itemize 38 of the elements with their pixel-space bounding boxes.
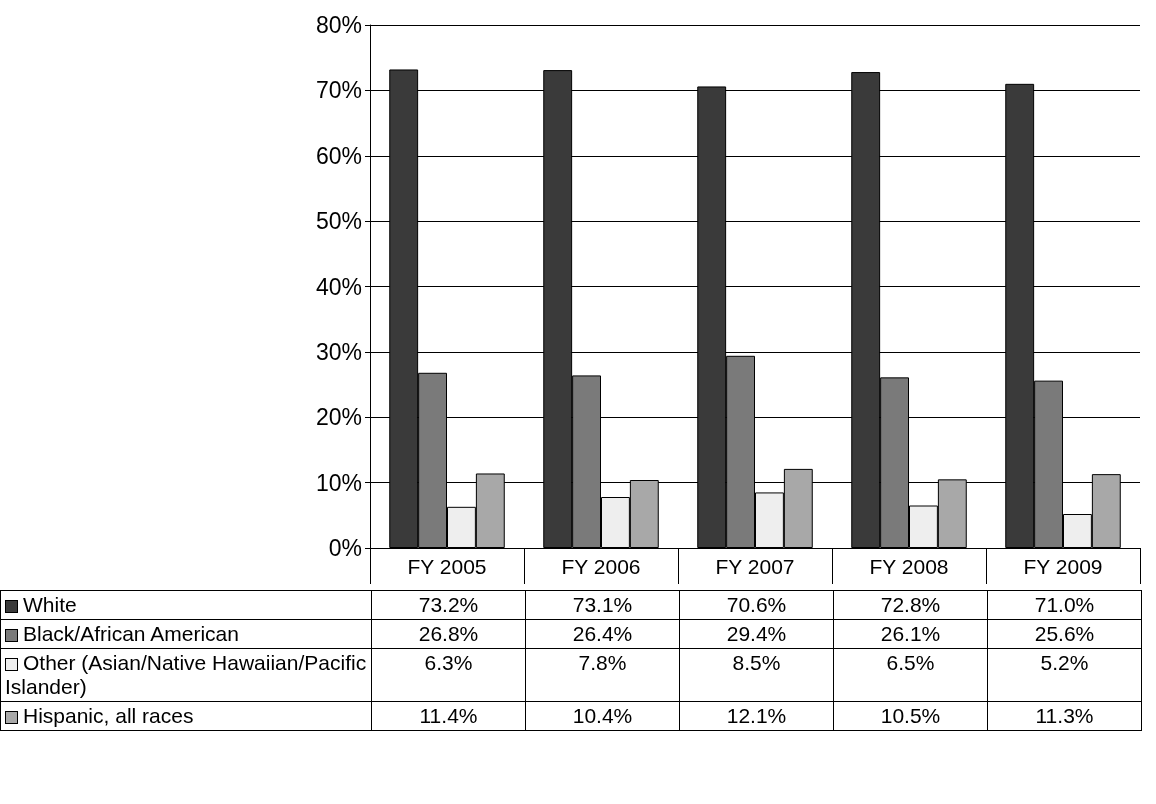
- data-label: 26.1%: [833, 619, 988, 649]
- y-tick-label: 30%: [315, 338, 362, 365]
- y-tick-label: 10%: [315, 469, 362, 496]
- data-label: 11.4%: [371, 701, 526, 731]
- y-tick-label: 80%: [315, 12, 362, 38]
- y-tick-label: 20%: [315, 404, 362, 431]
- data-label: 8.5%: [679, 648, 834, 702]
- x-tick-label: FY 2007: [715, 555, 795, 578]
- x-tick-label: FY 2006: [561, 555, 641, 578]
- data-label: 12.1%: [679, 701, 834, 731]
- data-label: 6.5%: [833, 648, 988, 702]
- legend-label: Black/African American: [0, 619, 372, 649]
- x-tick-label: FY 2008: [869, 555, 949, 578]
- y-tick-label: 40%: [315, 273, 362, 300]
- data-label: 5.2%: [987, 648, 1142, 702]
- x-tick-label: FY 2005: [407, 555, 487, 578]
- data-label: 11.3%: [987, 701, 1142, 731]
- data-label: 70.6%: [679, 590, 834, 620]
- data-label: 25.6%: [987, 619, 1142, 649]
- x-tick-label: FY 2009: [1023, 555, 1103, 578]
- data-label: 26.4%: [525, 619, 680, 649]
- data-label: 10.5%: [833, 701, 988, 731]
- legend-label: White: [0, 590, 372, 620]
- legend-label: Hispanic, all races: [0, 701, 372, 731]
- data-label: 71.0%: [987, 590, 1142, 620]
- data-label: 26.8%: [371, 619, 526, 649]
- y-tick-label: 70%: [315, 77, 362, 104]
- data-label: 10.4%: [525, 701, 680, 731]
- data-label: 73.1%: [525, 590, 680, 620]
- y-tick-label: 50%: [315, 208, 362, 235]
- legend-label: Other (Asian/Native Hawaiian/Pacific Islander): [0, 648, 372, 702]
- data-label: 29.4%: [679, 619, 834, 649]
- data-label: 72.8%: [833, 590, 988, 620]
- y-tick-label: 60%: [315, 142, 362, 169]
- y-tick-label: 0%: [328, 535, 362, 561]
- data-label: 6.3%: [371, 648, 526, 702]
- data-label: 73.2%: [371, 590, 526, 620]
- data-label: 7.8%: [525, 648, 680, 702]
